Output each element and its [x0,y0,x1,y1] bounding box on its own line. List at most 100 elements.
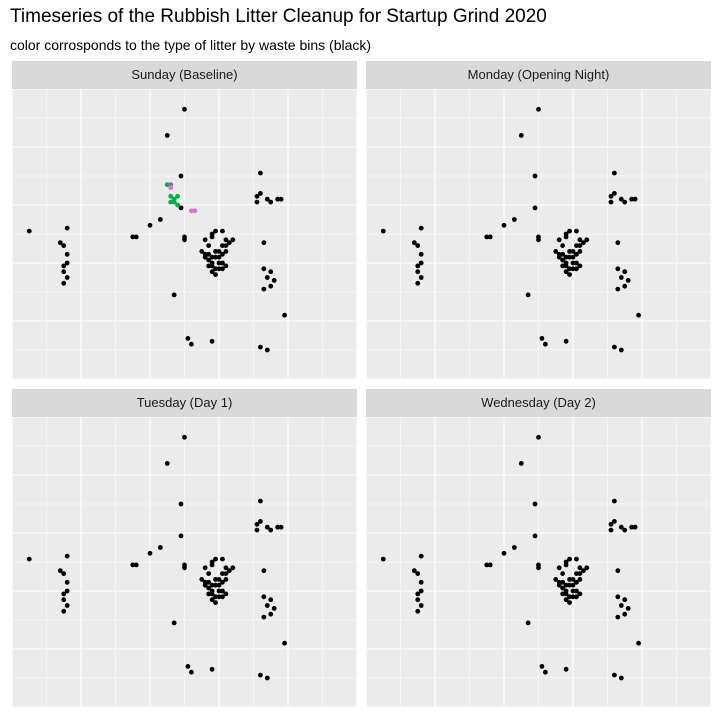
waste-bin-point [220,243,225,249]
waste-bin-point [130,562,136,568]
waste-bin-point [26,556,32,562]
waste-bin-point [567,249,572,254]
waste-bin-point [415,280,421,286]
waste-bin-point [202,565,208,571]
waste-bin-point [64,260,70,266]
waste-bin-point [618,524,624,530]
waste-bin-point [164,133,170,138]
litter-point-pink [168,185,174,190]
facet-scatter-svg [366,89,711,379]
litter-point-pink [192,208,198,214]
waste-bin-point [411,240,417,246]
waste-bin-point [577,591,583,597]
waste-bin-point [539,336,545,341]
waste-bin-point [258,498,263,504]
waste-bin-point [563,269,569,275]
waste-bin-point [61,263,67,269]
waste-bin-point [608,193,614,199]
waste-bin-point [282,312,287,318]
waste-bin-point [261,594,267,600]
waste-bin-point [223,571,229,576]
waste-bin-point [157,545,163,550]
waste-bin-point [178,205,184,211]
waste-bin-point [636,640,641,646]
waste-bin-point [415,591,421,597]
waste-bin-point [206,571,212,576]
waste-bin-point [264,196,270,202]
waste-bin-point [220,266,225,272]
waste-bin-point [501,550,507,556]
waste-bin-point [157,217,163,222]
waste-bin-point [574,571,579,576]
waste-bin-point [632,196,638,202]
waste-bin-point [271,278,277,283]
waste-bin-point [636,312,641,318]
waste-bin-point [618,275,624,280]
waste-bin-point [563,582,569,588]
waste-bin-point [380,556,386,562]
waste-bin-point [570,577,576,582]
waste-bin-point [618,603,624,608]
waste-bin-point [584,565,590,571]
waste-bin-point [574,251,579,257]
waste-bin-point [182,434,187,440]
waste-bin-point [171,620,177,626]
waste-bin-point [206,257,212,263]
waste-bin-point [608,521,614,527]
waste-bin-point [418,225,424,231]
facet-strip-label: Sunday (Baseline) [12,61,357,89]
waste-bin-point [574,556,579,562]
waste-bin-point [223,237,229,243]
waste-bin-point [275,524,281,530]
waste-bin-point [133,234,139,240]
waste-bin-point [563,254,569,260]
waste-bin-point [254,521,260,527]
waste-bin-point [230,237,236,243]
waste-bin-point [615,614,621,620]
waste-bin-point [560,263,566,269]
waste-bin-point [563,666,569,672]
waste-bin-point [615,594,621,600]
waste-bin-point [185,336,191,341]
facet-scatter-svg [366,417,711,707]
waste-bin-point [560,571,566,576]
waste-bin-point [206,263,212,269]
waste-bin-point [574,243,579,249]
waste-bin-point [268,269,274,275]
facet-strip-label: Monday (Opening Night) [366,61,711,89]
waste-bin-point [26,228,32,234]
waste-bin-point [209,559,215,565]
waste-bin-point [223,263,229,269]
facet-panel-1: Sunday (Baseline) [12,61,357,379]
waste-bin-point [577,263,583,269]
waste-bin-point [567,594,572,600]
waste-bin-point [622,527,628,533]
waste-bin-point [268,283,274,289]
waste-bin-point [216,266,222,272]
waste-bin-point [567,228,572,234]
waste-bin-point [182,237,187,243]
facet-plot-area [366,89,711,379]
waste-bin-point [216,588,222,594]
waste-bin-point [213,249,218,254]
facet-scatter-svg [12,89,357,379]
waste-bin-point [539,664,545,669]
waste-bin-point [612,519,617,524]
waste-bin-point [223,577,229,582]
waste-bin-point [164,461,170,466]
waste-bin-point [574,266,579,272]
waste-bin-point [418,553,424,559]
facet-panel-4: Wednesday (Day 2) [366,389,711,707]
waste-bin-point [61,243,67,249]
waste-bin-point [536,434,541,440]
waste-bin-point [178,501,184,507]
waste-bin-point [61,591,67,597]
waste-bin-point [625,278,631,283]
waste-bin-point [563,559,569,565]
waste-bin-point [254,193,260,199]
waste-bin-point [64,603,70,608]
waste-bin-point [567,582,572,588]
waste-bin-point [567,600,572,605]
waste-bin-point [577,249,583,254]
waste-bin-point [258,170,263,176]
